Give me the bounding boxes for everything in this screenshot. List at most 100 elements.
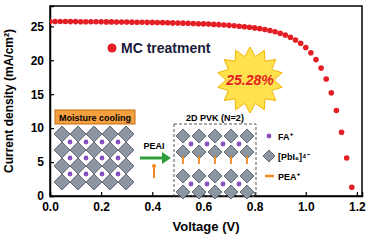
octahedron	[102, 126, 118, 142]
y-tick: 20	[31, 54, 54, 68]
octahedron	[118, 158, 134, 174]
fa-cation	[68, 140, 73, 145]
species-label: PEA⁺	[278, 172, 300, 182]
data-point	[329, 90, 335, 96]
data-point	[242, 24, 248, 30]
octahedron	[176, 169, 190, 183]
fa-cation	[116, 140, 121, 145]
octahedron	[192, 185, 206, 199]
pea-layer	[182, 156, 184, 164]
x-axis-title: Voltage (V)	[173, 219, 240, 234]
x-tick: 0.4	[144, 192, 161, 214]
octahedron	[192, 129, 206, 143]
octahedron	[54, 174, 70, 190]
octahedron	[70, 158, 86, 174]
data-point	[109, 19, 115, 25]
legend-label: MC treatment	[121, 40, 211, 56]
data-point	[206, 21, 212, 27]
data-point	[170, 20, 176, 26]
data-point	[165, 20, 171, 26]
fa-cation	[221, 142, 226, 147]
y-tick-mark	[50, 94, 54, 95]
x-tick-label: 1.2	[349, 200, 366, 214]
x-tick-label: 0.2	[93, 200, 110, 214]
data-point	[144, 20, 150, 26]
x-tick-label: 0.0	[42, 200, 59, 214]
fa-cation	[189, 182, 194, 187]
data-point	[262, 27, 268, 33]
data-point	[185, 21, 191, 27]
reagent-label: PEAI	[143, 141, 164, 151]
process-box	[55, 110, 135, 124]
plot-frame	[50, 6, 362, 196]
data-point	[221, 22, 227, 28]
fa-cation	[100, 156, 105, 161]
data-point	[63, 19, 69, 25]
octahedron	[54, 158, 70, 174]
legend-marker	[108, 44, 117, 53]
fa-cation	[100, 140, 105, 145]
x-tick-label: 0.8	[247, 200, 264, 214]
octahedron	[224, 169, 238, 183]
x-tick: 1.2	[349, 192, 366, 214]
x-axis-line	[51, 192, 363, 197]
y-tick-label: 15	[31, 88, 45, 102]
octahedron	[102, 158, 118, 174]
y-tick-mark	[50, 60, 54, 61]
species-label: [PbI₆]⁴⁻	[278, 152, 310, 162]
data-point	[334, 108, 340, 114]
data-point	[252, 25, 258, 31]
octahedron	[54, 142, 70, 158]
y-tick-label: 0	[37, 189, 44, 203]
data-point	[155, 20, 161, 26]
lattice-3d	[54, 126, 134, 190]
octahedron	[86, 142, 102, 158]
chart: 0.00.20.40.60.81.01.20510152025MC treatm…	[0, 0, 376, 236]
data-point	[57, 19, 63, 25]
data-point	[226, 23, 232, 29]
y-tick: 5	[37, 155, 54, 169]
y-tick-mark	[50, 162, 54, 163]
octahedron	[224, 185, 238, 199]
octahedron	[176, 185, 190, 199]
octahedron	[70, 174, 86, 190]
octahedron	[208, 169, 222, 183]
octahedron	[224, 129, 238, 143]
data-point	[88, 19, 94, 25]
data-point	[293, 37, 299, 43]
starburst	[218, 47, 282, 113]
octahedron	[118, 174, 134, 190]
data-point	[134, 19, 140, 25]
fa-cation	[237, 182, 242, 187]
y-tick: 15	[31, 88, 54, 102]
x-tick-mark	[357, 192, 358, 196]
octahedron	[240, 169, 254, 183]
y-axis-title: Current density (mA/cm²)	[2, 29, 16, 173]
octahedron	[86, 174, 102, 190]
data-point	[216, 22, 222, 28]
data-point	[344, 155, 350, 161]
data-point	[68, 19, 74, 25]
data-point	[103, 19, 109, 25]
x-tick-label: 0.6	[196, 200, 213, 214]
data-point	[288, 34, 294, 40]
fa-cation	[221, 182, 226, 187]
structure-label: 2D PVK (N=2)	[186, 113, 244, 123]
pea-layer	[230, 156, 232, 164]
y-tick-mark	[50, 26, 54, 27]
data-point	[313, 57, 319, 63]
y-tick-mark	[50, 128, 54, 129]
species-label: FA⁺	[278, 132, 293, 142]
x-tick: 0.2	[93, 192, 110, 214]
data-point	[308, 50, 314, 56]
fa-cation	[84, 156, 89, 161]
y-axis: 0510152025	[31, 7, 54, 204]
data-point	[78, 19, 84, 25]
y-tick-label: 5	[37, 155, 44, 169]
pea-layer	[198, 156, 200, 164]
data-point	[83, 19, 89, 25]
pea-stick	[153, 167, 155, 178]
pea-layer	[214, 156, 216, 164]
inset: Moisture coolingPEAI2D PVK (N=2)FA⁺[PbI₆…	[54, 110, 310, 199]
fa-cation	[189, 142, 194, 147]
